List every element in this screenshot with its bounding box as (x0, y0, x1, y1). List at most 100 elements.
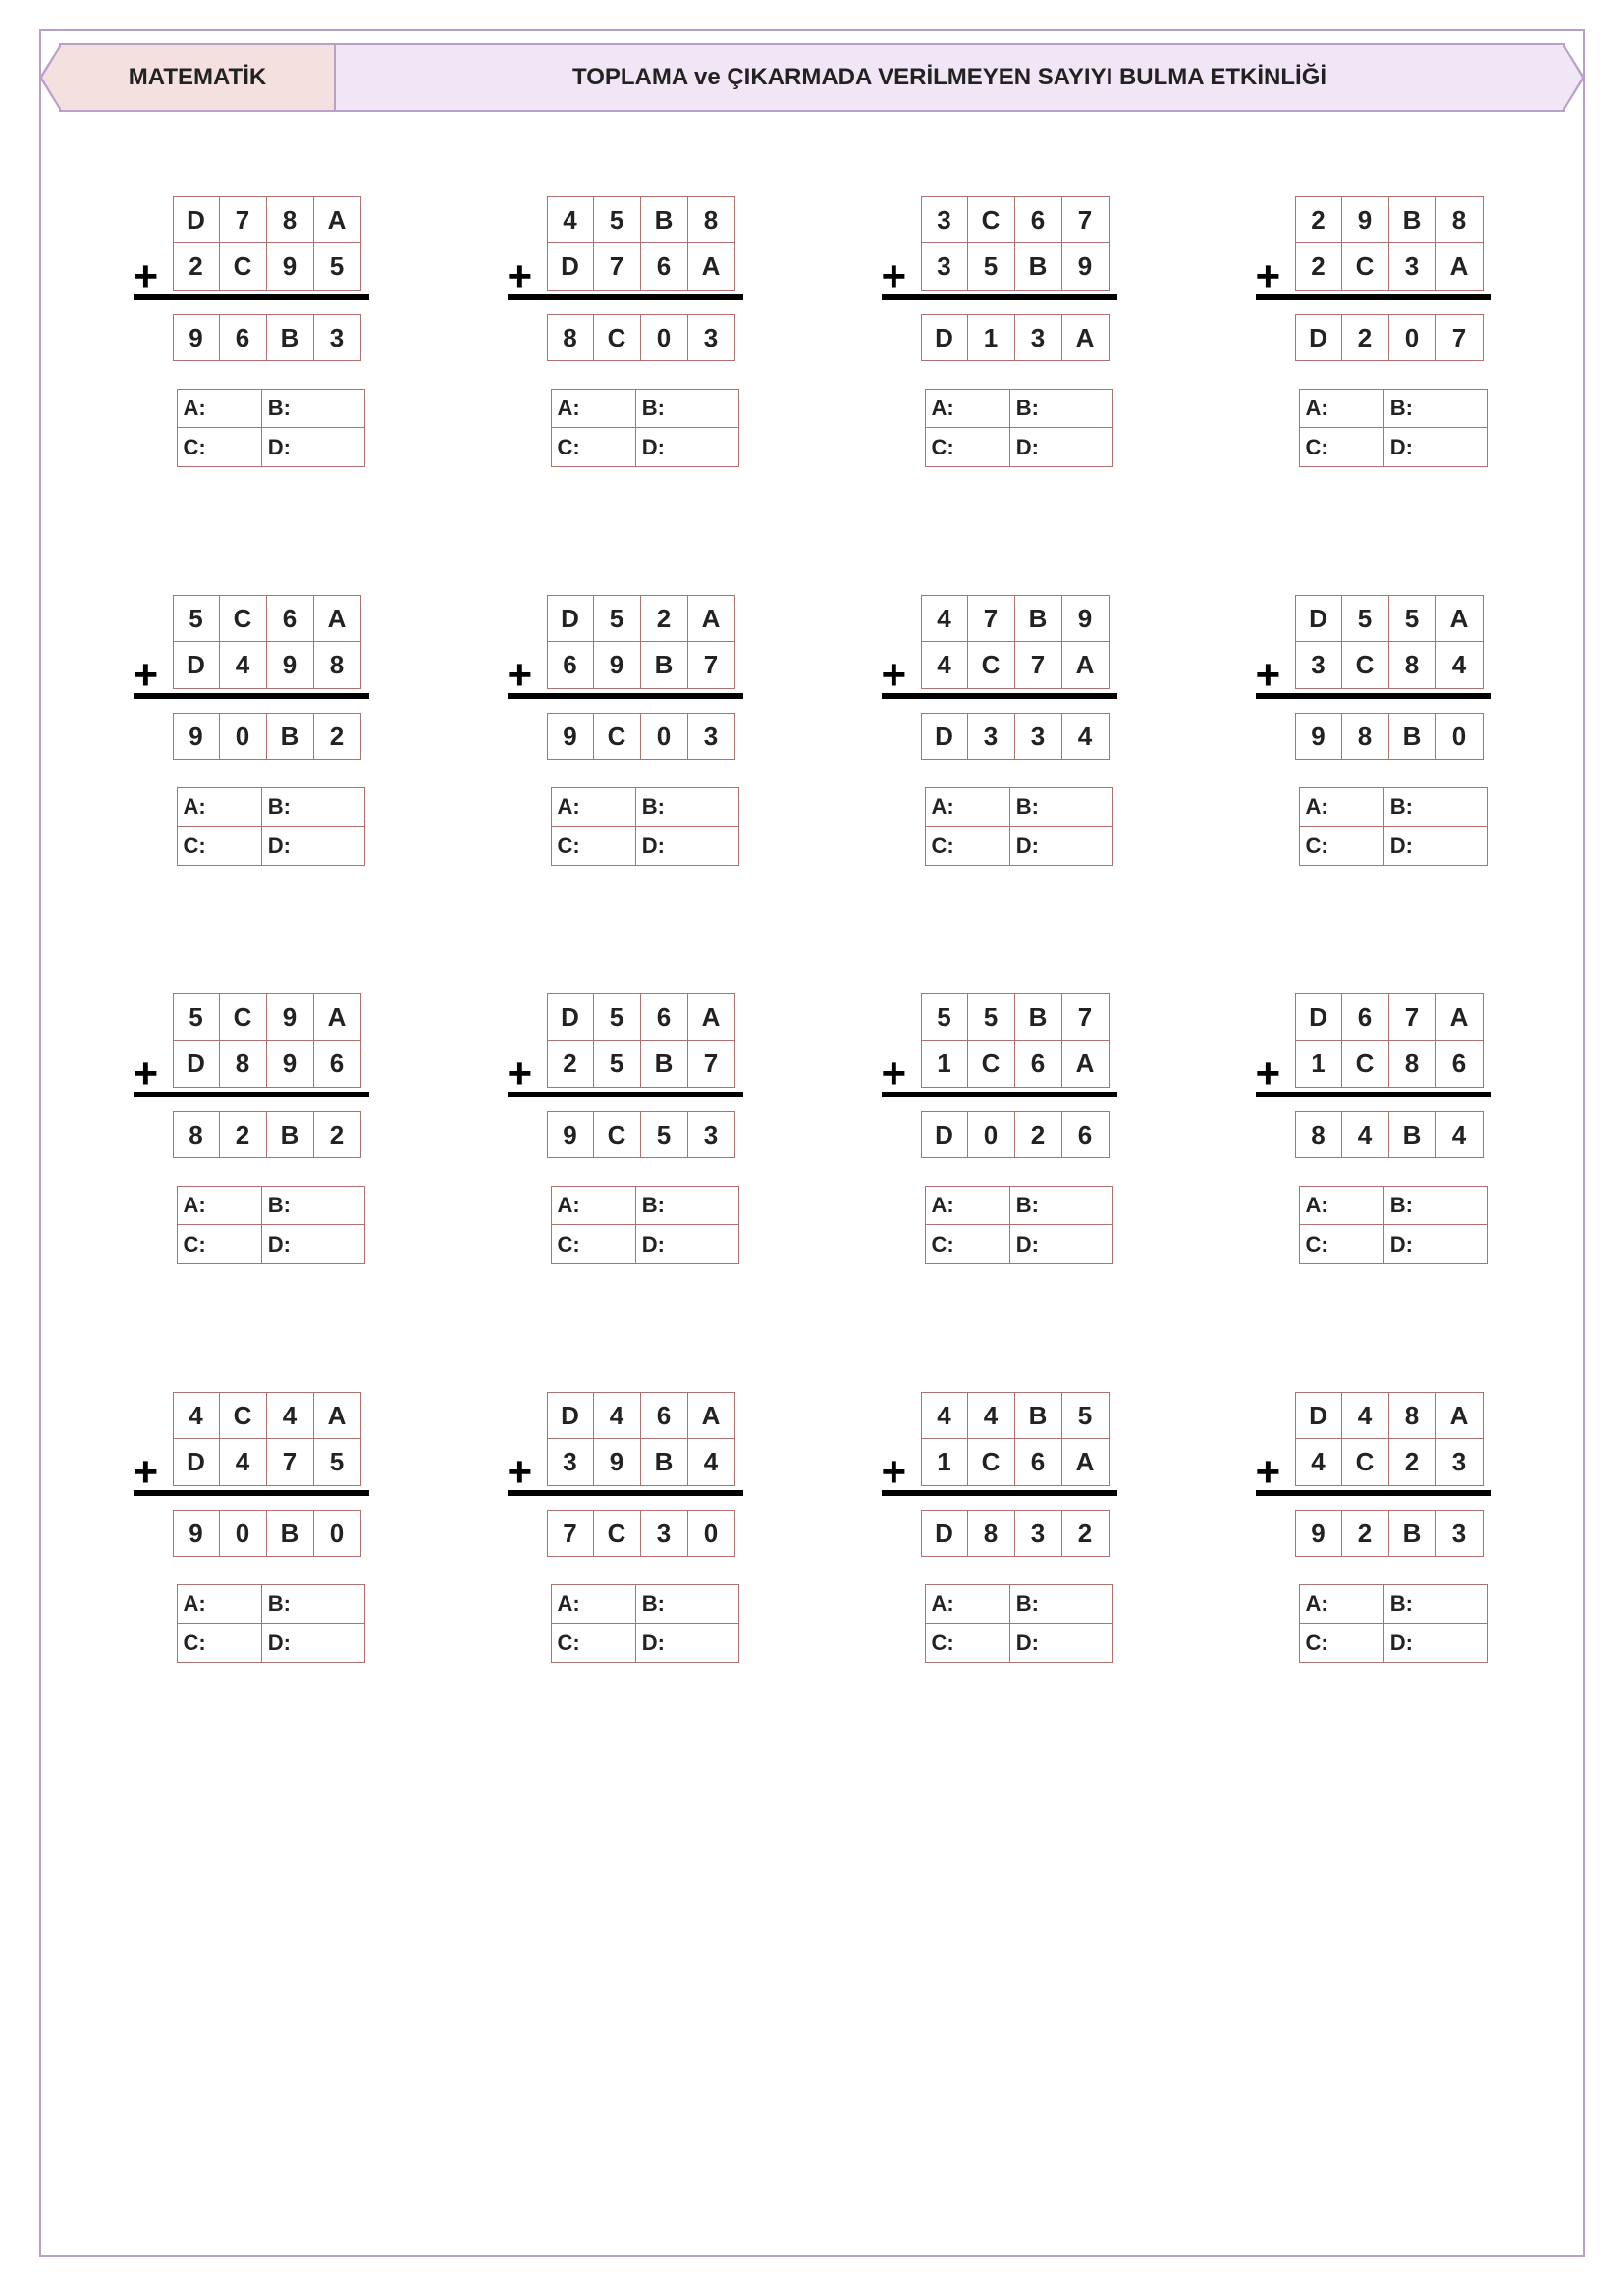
answer-cell-c[interactable]: C: (177, 428, 262, 467)
digit-cell: 7 (968, 595, 1015, 642)
plus-icon: + (882, 1052, 907, 1095)
answer-cell-c[interactable]: C: (1299, 827, 1384, 866)
answer-cell-c[interactable]: C: (177, 1624, 262, 1663)
answer-cell-b[interactable]: B: (636, 1186, 739, 1225)
answer-cell-a[interactable]: A: (925, 787, 1010, 827)
digit-cell: D (921, 1111, 968, 1158)
answer-cell-b[interactable]: B: (636, 787, 739, 827)
digit-row: D55A (1295, 595, 1491, 642)
answer-cell-d[interactable]: D: (1010, 1624, 1113, 1663)
digit-cell: 3 (641, 1510, 688, 1557)
digit-cell: 5 (1342, 595, 1389, 642)
answer-cell-c[interactable]: C: (925, 428, 1010, 467)
answer-cell-b[interactable]: B: (1010, 389, 1113, 428)
digit-cell: 8 (267, 196, 314, 243)
digit-cell: 7 (1436, 314, 1484, 361)
digit-cell: 5 (173, 993, 220, 1041)
answer-cell-d[interactable]: D: (636, 428, 739, 467)
sum-rule (1256, 693, 1491, 699)
answer-cell-a[interactable]: A: (1299, 1584, 1384, 1624)
answer-cell-c[interactable]: C: (177, 827, 262, 866)
answer-cell-b[interactable]: B: (262, 1584, 365, 1624)
answer-cell-a[interactable]: A: (177, 1186, 262, 1225)
problem: D48A4C23+92B3A:B:C:D: (1230, 1392, 1516, 1663)
digit-cell: B (1015, 1392, 1062, 1439)
answer-cell-d[interactable]: D: (636, 827, 739, 866)
answer-cell-d[interactable]: D: (1384, 827, 1488, 866)
answer-cell-b[interactable]: B: (1010, 787, 1113, 827)
answer-cell-c[interactable]: C: (925, 1225, 1010, 1264)
digit-cell: 6 (1342, 993, 1389, 1041)
answer-cell-d[interactable]: D: (262, 1624, 365, 1663)
answer-cell-d[interactable]: D: (1010, 1225, 1113, 1264)
answer-cell-b[interactable]: B: (262, 389, 365, 428)
digit-cell: A (1062, 642, 1110, 689)
problem: 5C6AD498+90B2A:B:C:D: (108, 595, 394, 866)
answer-cell-d[interactable]: D: (1384, 428, 1488, 467)
answer-cell-a[interactable]: A: (1299, 389, 1384, 428)
answer-cell-c[interactable]: C: (551, 1624, 636, 1663)
answer-cell-a[interactable]: A: (925, 389, 1010, 428)
answer-cell-a[interactable]: A: (925, 1186, 1010, 1225)
answer-cell-a[interactable]: A: (551, 787, 636, 827)
digit-row: 29B8 (1295, 196, 1491, 243)
answer-cell-b[interactable]: B: (1384, 1186, 1488, 1225)
answer-cell-c[interactable]: C: (177, 1225, 262, 1264)
answer-cell-a[interactable]: A: (177, 1584, 262, 1624)
digit-row: 4C7A (921, 642, 1117, 689)
answer-cell-d[interactable]: D: (1010, 428, 1113, 467)
digit-cell: 4 (547, 196, 594, 243)
answer-cell-c[interactable]: C: (1299, 428, 1384, 467)
digit-cell: B (1015, 993, 1062, 1041)
answer-cell-d[interactable]: D: (262, 428, 365, 467)
answer-cell-c[interactable]: C: (925, 1624, 1010, 1663)
digit-cell: C (1342, 1041, 1389, 1088)
worksheet-page: MATEMATİK TOPLAMA ve ÇIKARMADA VERİLMEYE… (0, 0, 1624, 2296)
answer-cell-d[interactable]: D: (1384, 1624, 1488, 1663)
calc-block: 45B8D76A+8C03 (508, 196, 743, 361)
answer-cell-b[interactable]: B: (1384, 389, 1488, 428)
answer-cell-b[interactable]: B: (1010, 1186, 1113, 1225)
digit-cell: B (267, 1111, 314, 1158)
digit-cell: 6 (314, 1041, 361, 1088)
answer-cell-b[interactable]: B: (636, 1584, 739, 1624)
digit-cell: B (641, 1041, 688, 1088)
answer-cell-b[interactable]: B: (262, 787, 365, 827)
answer-cell-d[interactable]: D: (1010, 827, 1113, 866)
answer-cell-d[interactable]: D: (262, 1225, 365, 1264)
answer-cell-a[interactable]: A: (551, 1584, 636, 1624)
answer-cell-c[interactable]: C: (925, 827, 1010, 866)
answer-cell-a[interactable]: A: (925, 1584, 1010, 1624)
answer-cell-b[interactable]: B: (1384, 1584, 1488, 1624)
answer-cell-a[interactable]: A: (551, 1186, 636, 1225)
digit-cell: 9 (267, 1041, 314, 1088)
digit-cell: D (921, 1510, 968, 1557)
answer-cell-a[interactable]: A: (1299, 787, 1384, 827)
answer-cell-c[interactable]: C: (551, 428, 636, 467)
answer-cell-a[interactable]: A: (551, 389, 636, 428)
answer-cell-c[interactable]: C: (551, 827, 636, 866)
answer-cell-d[interactable]: D: (1384, 1225, 1488, 1264)
answer-cell-a[interactable]: A: (1299, 1186, 1384, 1225)
digit-cell: 7 (594, 243, 641, 291)
answer-cell-d[interactable]: D: (636, 1225, 739, 1264)
digit-cell: C (220, 1392, 267, 1439)
answer-cell-c[interactable]: C: (551, 1225, 636, 1264)
answer-cell-c[interactable]: C: (1299, 1624, 1384, 1663)
digit-cell: 2 (314, 713, 361, 760)
digit-cell: A (1436, 595, 1484, 642)
answer-cell-d[interactable]: D: (636, 1624, 739, 1663)
answer-cell-b[interactable]: B: (1384, 787, 1488, 827)
digit-cell: 0 (314, 1510, 361, 1557)
answer-cell-b[interactable]: B: (636, 389, 739, 428)
answer-cell-b[interactable]: B: (1010, 1584, 1113, 1624)
answer-cell-d[interactable]: D: (262, 827, 365, 866)
answer-cell-b[interactable]: B: (262, 1186, 365, 1225)
digit-cell: D (547, 1392, 594, 1439)
answer-cell-c[interactable]: C: (1299, 1225, 1384, 1264)
digit-cell: 6 (1015, 1439, 1062, 1486)
plus-icon: + (134, 1451, 159, 1494)
answer-cell-a[interactable]: A: (177, 389, 262, 428)
digit-cell: 0 (968, 1111, 1015, 1158)
answer-cell-a[interactable]: A: (177, 787, 262, 827)
